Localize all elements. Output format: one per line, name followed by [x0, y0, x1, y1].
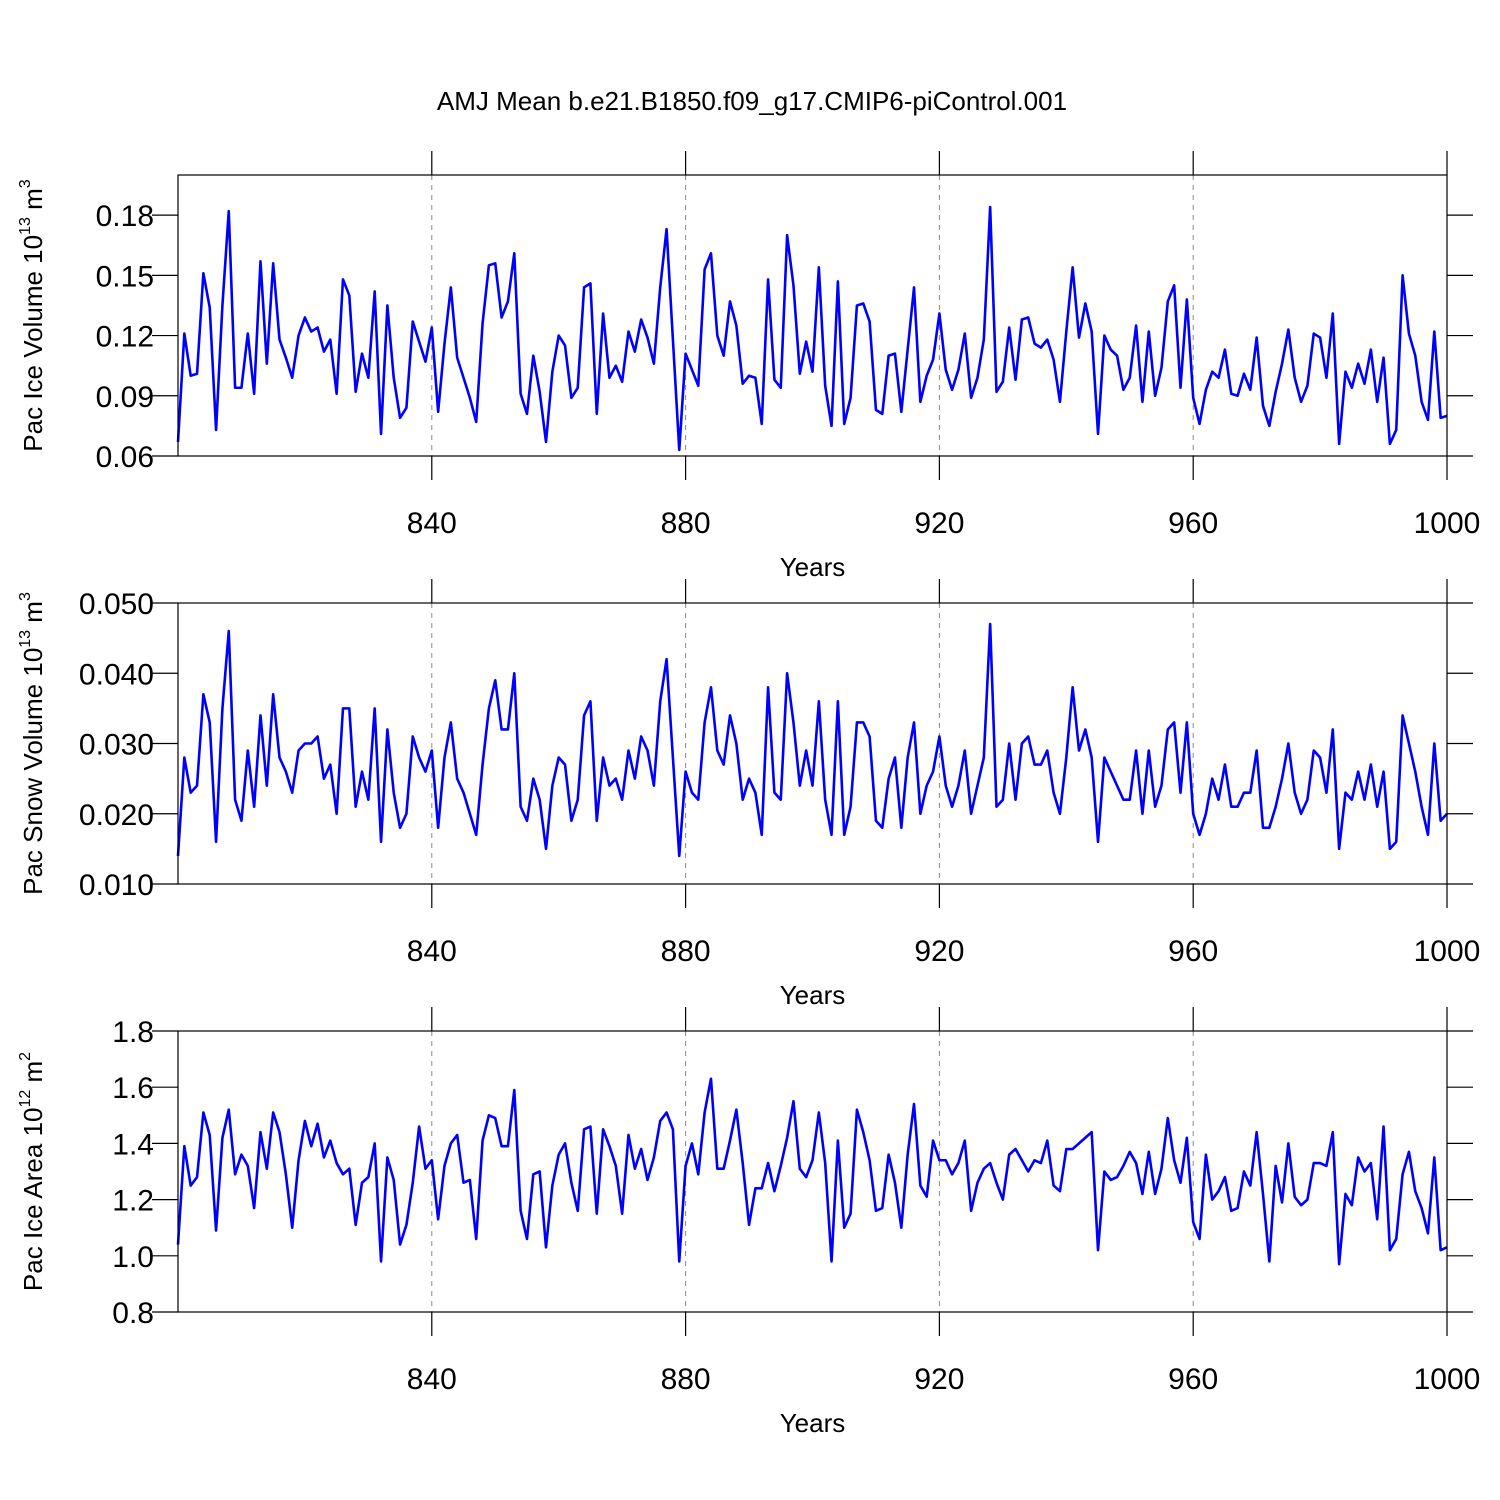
y-tick-label: 1.6: [112, 1072, 154, 1105]
figure-title: AMJ Mean b.e21.B1850.f09_g17.CMIP6-piCon…: [437, 86, 1067, 116]
y-axis-label-exponent: 13: [17, 217, 34, 235]
y-tick-label: 0.12: [96, 321, 154, 354]
x-tick-label: 920: [914, 507, 964, 540]
y-tick-label: 0.050: [79, 588, 154, 621]
y-tick-label: 0.8: [112, 1297, 154, 1330]
y-axis-label-part: Pac Snow Volume 10: [18, 648, 48, 895]
x-tick-label: 840: [407, 507, 457, 540]
y-axis-label-part: Pac Ice Volume 10: [18, 235, 48, 452]
x-tick-label: 840: [407, 1363, 457, 1396]
y-axis-label: Pac Ice Area 1012 m2: [17, 1052, 48, 1291]
x-axis-label: Years: [780, 1408, 846, 1438]
y-tick-label: 0.06: [96, 441, 154, 474]
x-tick-label: 1000: [1414, 935, 1481, 968]
data-line: [176, 622, 1448, 858]
y-axis-label-exponent: 2: [17, 1052, 34, 1061]
x-tick-label: 960: [1168, 1363, 1218, 1396]
y-tick-label: 1.4: [112, 1128, 154, 1161]
x-tick-label: 1000: [1414, 1363, 1481, 1396]
y-axis-label-exponent: 3: [17, 592, 34, 601]
y-axis-label-part: m: [18, 188, 48, 217]
y-axis-label-part: m: [18, 1061, 48, 1090]
y-axis-label-part: Pac Ice Area 10: [18, 1108, 48, 1292]
y-tick-label: 1.2: [112, 1185, 154, 1218]
y-axis-label: Pac Ice Volume 1013 m3: [17, 179, 48, 452]
y-tick-label: 1.0: [112, 1241, 154, 1274]
plot-frame: [177, 602, 1448, 885]
plot-frame: [177, 1030, 1448, 1313]
y-axis-label-exponent: 13: [17, 630, 34, 648]
y-tick-label: 0.020: [79, 799, 154, 832]
y-axis-label-part: m: [18, 601, 48, 630]
x-axis-label: Years: [780, 980, 846, 1010]
plot-frame: [177, 174, 1448, 457]
y-axis-label-exponent: 3: [17, 179, 34, 188]
y-tick-label: 1.8: [112, 1016, 154, 1049]
x-tick-label: 880: [661, 935, 711, 968]
x-tick-label: 880: [661, 507, 711, 540]
y-axis-label: Pac Snow Volume 1013 m3: [17, 592, 48, 895]
x-tick-label: 960: [1168, 935, 1218, 968]
data-line: [176, 205, 1448, 452]
x-tick-label: 880: [661, 1363, 711, 1396]
y-axis-label-exponent: 12: [17, 1090, 34, 1108]
x-axis-label: Years: [780, 552, 846, 582]
data-line: [176, 1077, 1448, 1266]
x-tick-label: 920: [914, 935, 964, 968]
x-tick-label: 920: [914, 1363, 964, 1396]
x-tick-label: 840: [407, 935, 457, 968]
y-tick-label: 0.010: [79, 869, 154, 902]
y-tick-label: 0.15: [96, 260, 154, 293]
x-tick-label: 960: [1168, 507, 1218, 540]
y-tick-label: 0.030: [79, 729, 154, 762]
y-tick-label: 0.09: [96, 381, 154, 414]
y-tick-label: 0.040: [79, 658, 154, 691]
x-tick-label: 1000: [1414, 507, 1481, 540]
y-tick-label: 0.18: [96, 200, 154, 233]
